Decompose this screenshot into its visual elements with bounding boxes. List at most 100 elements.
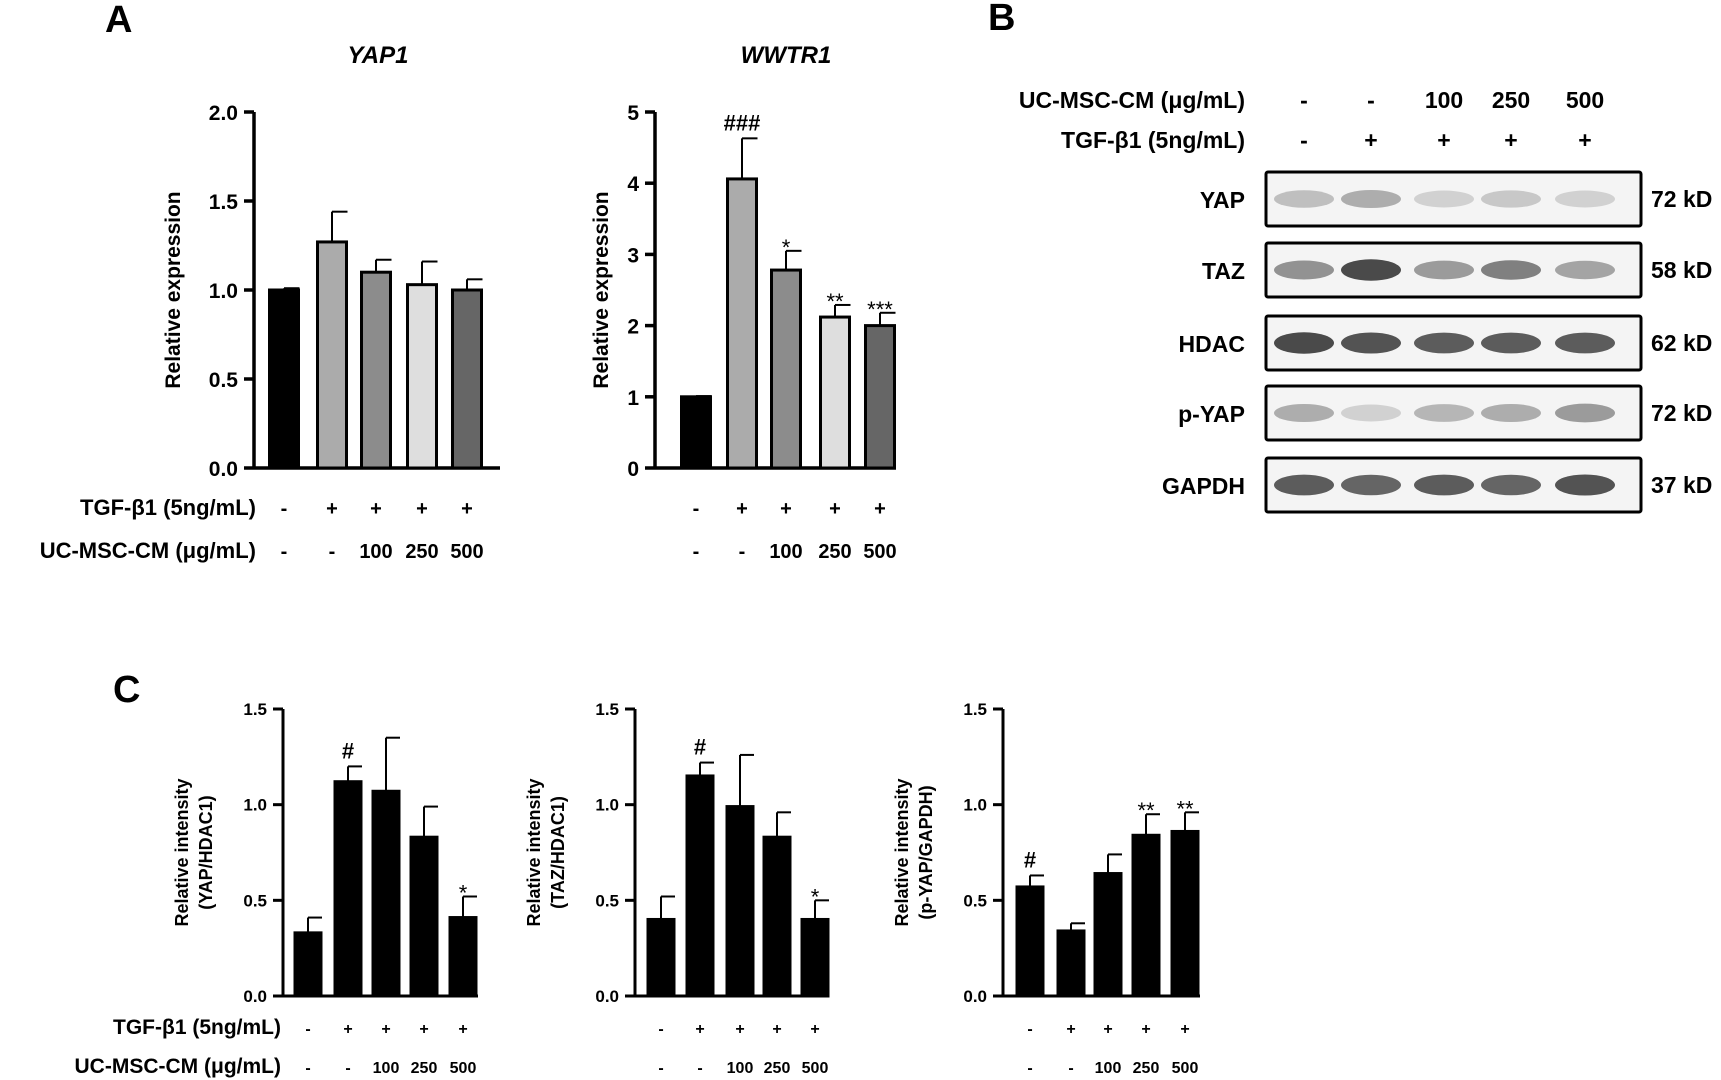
y-axis-label: Relative intensity [892,778,912,926]
blot-band [1274,190,1334,208]
blot-band [1481,332,1541,354]
bar [685,774,715,998]
tgf-value: + [419,1021,428,1038]
y-tick-label: 1.5 [243,700,267,719]
bar [819,315,851,470]
cm-value: 500 [863,541,896,563]
cm-value: 100 [727,1060,754,1077]
tgf-value: - [305,1021,310,1038]
bar [770,268,802,470]
panel-c-pyap-conditions: - - + - +100 +250 +500 [1027,1021,1198,1077]
cm-value: 250 [1133,1060,1160,1077]
panel-c-taz-conditions: - - + - +100 +250 +500 [658,1021,828,1077]
panel-a-tgf-label: TGF-β1 (5ng/mL) [80,495,256,520]
tgf-value: + [343,1021,352,1038]
bar [451,288,483,470]
chart-title: WWTR1 [741,42,832,69]
blot-protein-label: YAP [1200,187,1245,213]
blot-tgf-value: + [1437,127,1450,153]
blot-kd-label: 72 kD [1651,400,1712,426]
blot-band [1341,474,1401,496]
significance-marker: ### [724,110,761,135]
panel-c-tgf-label: TGF-β1 (5ng/mL) [113,1016,281,1039]
cm-value: - [345,1060,350,1077]
significance-marker: * [782,235,791,260]
tgf-value: + [370,498,382,520]
bar [1015,885,1045,998]
blot-band [1414,474,1474,496]
y-tick-label: 2 [627,316,639,339]
blot-band [1341,259,1401,281]
panel-a-wwtr1-conditions: - - + - +100 +250 +500 [693,498,897,563]
tgf-value: + [736,498,748,520]
tgf-value: + [326,498,338,520]
blot-band [1555,474,1615,496]
blot-tgf-value: + [1578,127,1591,153]
chart-yap-hdac1: 0.0 0.5 1.0 1.5 Relative intensity (YAP/HDAC1… [172,700,478,1006]
blot-band [1414,332,1474,354]
blot-band [1274,332,1334,354]
tgf-value: + [874,498,886,520]
y-axis-label: Relative expression [162,191,185,388]
blot-band [1341,332,1401,354]
blot-kd-label: 37 kD [1651,472,1712,498]
chart-yap1: 0.0 0.5 1.0 1.5 2.0 YAP1 Relative expression [162,42,500,481]
blot-cm-value: - [1367,87,1375,113]
y-tick-label: 1.0 [243,796,267,815]
bar [333,780,363,998]
tgf-value: + [780,498,792,520]
cm-value: 500 [450,1060,477,1077]
tgf-value: + [772,1021,781,1038]
blot-band [1341,404,1401,422]
tgf-value: + [461,498,473,520]
cm-value: 500 [802,1060,829,1077]
bar [409,835,439,998]
blot-band [1414,260,1474,280]
blot-kd-label: 72 kD [1651,186,1712,212]
tgf-value: - [281,498,288,520]
bar [448,916,478,998]
bar [1093,872,1123,998]
tgf-value: + [458,1021,467,1038]
significance-marker: ** [826,289,844,314]
y-tick-label: 0.0 [209,458,238,481]
tgf-value: - [658,1021,663,1038]
y-tick-label: 1.5 [963,700,987,719]
bar [864,324,896,470]
chart-pyap-gapdh: 0.0 0.5 1.0 1.5 Relative intensity (p-YAP/GAP… [892,700,1200,1006]
blot-tgf-value: - [1300,127,1308,153]
y-axis-label-sub: (YAP/HDAC1) [196,795,216,909]
y-tick-label: 1.0 [595,796,619,815]
blot-band [1481,260,1541,280]
blot-cm-value: 100 [1425,87,1463,113]
blot-tgf-value: + [1364,127,1377,153]
tgf-value: - [693,498,700,520]
bar [1131,833,1161,998]
cm-value: 250 [818,541,851,563]
significance-marker: ** [1176,796,1194,821]
blot-band [1555,260,1615,280]
bar [1056,929,1086,998]
significance-marker: # [342,738,354,763]
bar [1170,829,1200,998]
bar [360,270,392,470]
blot-row-gapdh: GAPDH 37 kD [1162,456,1712,514]
cm-value: - [697,1060,702,1077]
chart-title: YAP1 [348,42,409,69]
cm-value: 500 [450,541,483,563]
blot-band [1555,403,1615,423]
significance-marker: *** [867,297,893,322]
y-tick-label: 0.5 [963,891,987,910]
cm-value: 100 [1095,1060,1122,1077]
blot-band [1414,190,1474,208]
blot-band [1481,403,1541,423]
cm-value: 100 [769,541,802,563]
cm-value: - [1027,1060,1032,1077]
y-tick-label: 0.0 [963,987,987,1006]
y-tick-label: 0 [627,458,639,481]
y-tick-label: 4 [627,173,639,196]
blot-tgf-value: + [1504,127,1517,153]
blot-band [1341,189,1401,209]
